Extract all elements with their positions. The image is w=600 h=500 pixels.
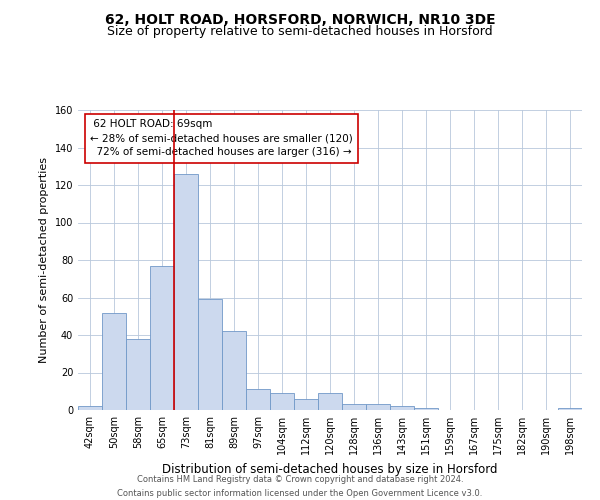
Bar xyxy=(222,331,246,410)
Y-axis label: Number of semi-detached properties: Number of semi-detached properties xyxy=(39,157,49,363)
Bar xyxy=(78,406,102,410)
Bar xyxy=(558,408,582,410)
Bar xyxy=(270,393,294,410)
Text: Contains HM Land Registry data © Crown copyright and database right 2024.
Contai: Contains HM Land Registry data © Crown c… xyxy=(118,476,482,498)
Bar xyxy=(150,266,174,410)
Bar xyxy=(102,312,126,410)
Bar xyxy=(174,174,198,410)
Bar xyxy=(246,390,270,410)
Bar xyxy=(414,408,438,410)
Bar xyxy=(198,300,222,410)
Bar xyxy=(342,404,366,410)
Text: 62, HOLT ROAD, HORSFORD, NORWICH, NR10 3DE: 62, HOLT ROAD, HORSFORD, NORWICH, NR10 3… xyxy=(104,12,496,26)
Text: Size of property relative to semi-detached houses in Horsford: Size of property relative to semi-detach… xyxy=(107,25,493,38)
Bar xyxy=(126,339,150,410)
Text: 62 HOLT ROAD: 69sqm
← 28% of semi-detached houses are smaller (120)
  72% of sem: 62 HOLT ROAD: 69sqm ← 28% of semi-detach… xyxy=(90,120,353,158)
Bar xyxy=(318,393,342,410)
Bar xyxy=(294,399,318,410)
Bar xyxy=(390,406,414,410)
X-axis label: Distribution of semi-detached houses by size in Horsford: Distribution of semi-detached houses by … xyxy=(162,462,498,475)
Bar xyxy=(366,404,390,410)
